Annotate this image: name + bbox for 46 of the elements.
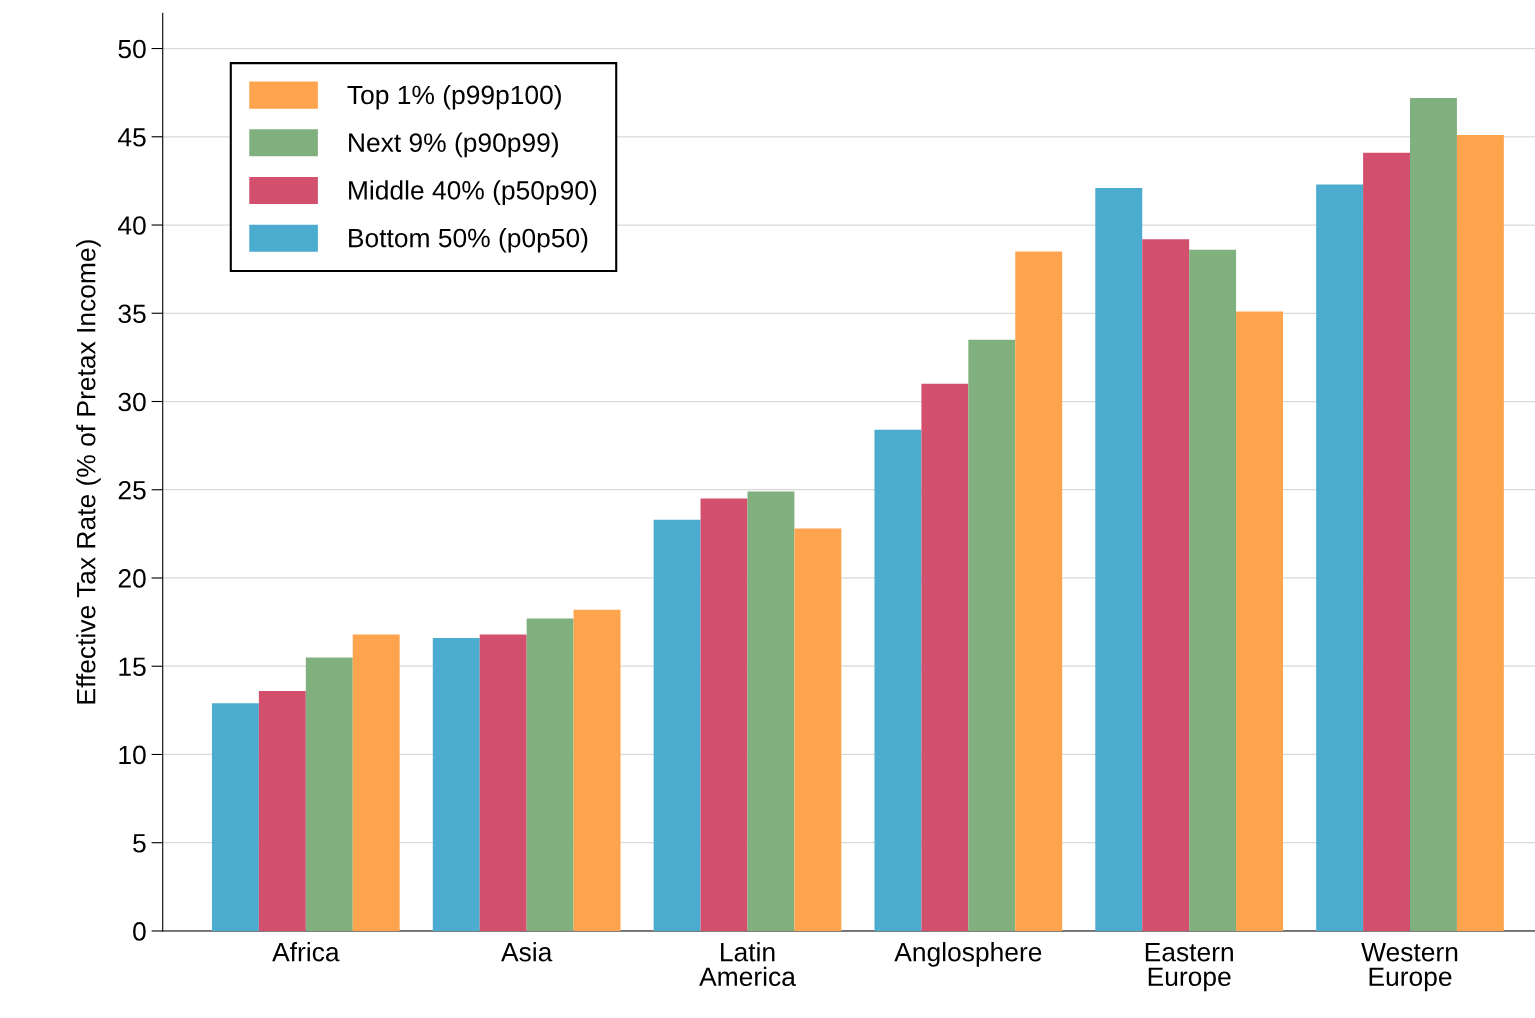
y-axis-title: Effective Tax Rate (% of Pretax Income)	[76, 240, 101, 704]
bar	[432, 637, 480, 931]
bar	[258, 690, 306, 931]
y-tick-label: 10	[119, 745, 146, 765]
bar	[305, 657, 353, 931]
bar	[1236, 311, 1284, 931]
y-tick-label: 35	[118, 304, 146, 324]
y-tick-label: 30	[118, 392, 146, 412]
y-tick-label: 25	[118, 480, 146, 500]
y-tick-label: 40	[117, 216, 146, 235]
bar	[211, 703, 259, 931]
bar	[921, 383, 969, 931]
bar	[794, 528, 842, 931]
bar	[747, 491, 795, 931]
legend-label: Middle 40% (p50p90)	[349, 180, 597, 205]
bar	[1316, 184, 1364, 931]
bar	[968, 339, 1016, 931]
y-tick-label: 45	[117, 128, 146, 147]
x-tick-label: Eastern Europe	[1145, 943, 1233, 992]
bar	[874, 429, 922, 931]
x-tick-label: Asia	[501, 942, 553, 962]
bar	[653, 519, 701, 931]
y-tick-label: 5	[133, 834, 146, 853]
bar	[1095, 187, 1143, 931]
x-tick-label: Western Europe	[1361, 943, 1458, 992]
legend-label: Top 1% (p99p100)	[347, 84, 561, 110]
bar	[573, 609, 621, 931]
y-tick-label: 20	[118, 569, 146, 588]
bar	[1410, 97, 1457, 931]
bar	[700, 498, 748, 931]
x-tick-label: Africa	[272, 942, 340, 962]
bar	[352, 634, 400, 931]
legend-label: Bottom 50% (p0p50)	[349, 228, 588, 253]
bar	[1363, 152, 1411, 931]
y-tick-label: 0	[133, 922, 146, 941]
legend-label: Next 9% (p90p99)	[349, 132, 558, 158]
y-tick-label: 15	[119, 657, 146, 677]
bar	[1189, 249, 1237, 931]
bar	[526, 618, 574, 931]
bar	[1015, 251, 1063, 931]
bar	[1142, 239, 1190, 931]
bar	[479, 634, 527, 931]
bar	[1456, 135, 1504, 931]
x-tick-label: Anglosphere	[894, 942, 1042, 967]
y-tick-label: 50	[118, 39, 146, 59]
x-tick-label: Latin America	[699, 942, 796, 987]
